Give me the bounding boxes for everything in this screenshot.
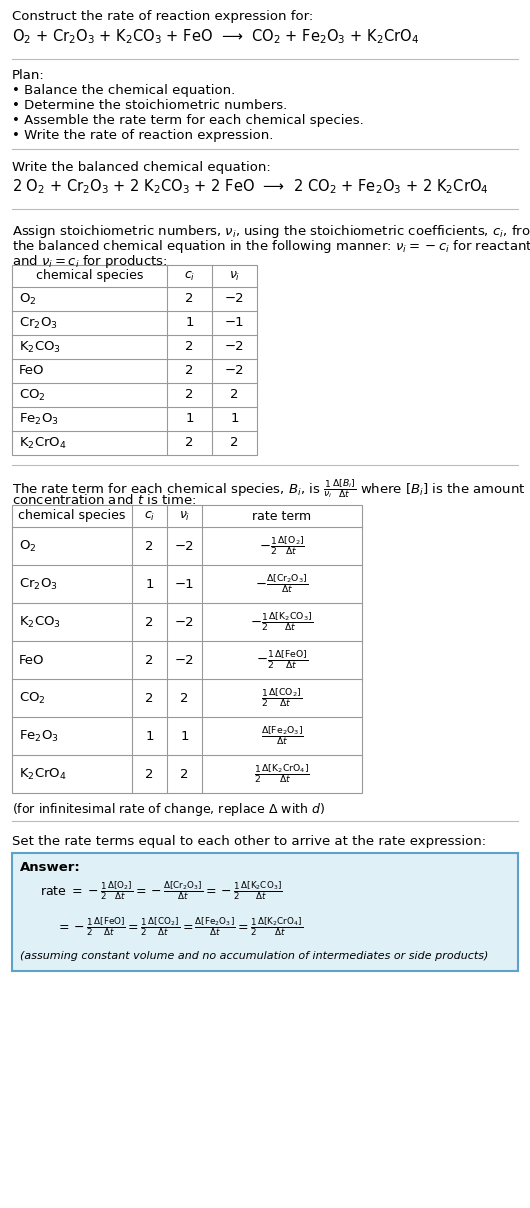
Text: −2: −2 xyxy=(225,365,244,377)
Text: $\frac{\Delta[\mathrm{Fe_2O_3}]}{\Delta t}$: $\frac{\Delta[\mathrm{Fe_2O_3}]}{\Delta … xyxy=(261,725,303,748)
Text: $-\frac{1}{2}\frac{\Delta[\mathrm{FeO}]}{\Delta t}$: $-\frac{1}{2}\frac{\Delta[\mathrm{FeO}]}… xyxy=(255,649,308,672)
Text: concentration and $t$ is time:: concentration and $t$ is time: xyxy=(12,493,196,507)
Text: 2: 2 xyxy=(186,292,194,306)
Text: O$_2$: O$_2$ xyxy=(19,291,37,307)
Text: −2: −2 xyxy=(225,341,244,354)
Text: $-\frac{\Delta[\mathrm{Cr_2O_3}]}{\Delta t}$: $-\frac{\Delta[\mathrm{Cr_2O_3}]}{\Delta… xyxy=(255,573,308,596)
Text: 2: 2 xyxy=(186,341,194,354)
Text: $c_i$: $c_i$ xyxy=(144,510,155,523)
Text: −2: −2 xyxy=(175,616,195,628)
Text: CO$_2$: CO$_2$ xyxy=(19,691,46,705)
Text: O$_2$: O$_2$ xyxy=(19,539,37,553)
Text: Plan:: Plan: xyxy=(12,69,45,82)
Text: 2: 2 xyxy=(180,691,189,704)
Text: 2: 2 xyxy=(145,616,154,628)
Text: The rate term for each chemical species, $B_i$, is $\frac{1}{\nu_i}\frac{\Delta[: The rate term for each chemical species,… xyxy=(12,477,525,500)
Text: 2: 2 xyxy=(186,436,194,449)
Text: chemical species: chemical species xyxy=(19,510,126,523)
Text: 2 O$_2$ + Cr$_2$O$_3$ + 2 K$_2$CO$_3$ + 2 FeO  ⟶  2 CO$_2$ + Fe$_2$O$_3$ + 2 K$_: 2 O$_2$ + Cr$_2$O$_3$ + 2 K$_2$CO$_3$ + … xyxy=(12,178,489,196)
Text: 2: 2 xyxy=(145,767,154,780)
Text: 2: 2 xyxy=(145,654,154,667)
Text: FeO: FeO xyxy=(19,365,45,377)
Text: (assuming constant volume and no accumulation of intermediates or side products): (assuming constant volume and no accumul… xyxy=(20,951,488,962)
Text: −2: −2 xyxy=(225,292,244,306)
Text: 2: 2 xyxy=(180,767,189,780)
Text: and $\nu_i = c_i$ for products:: and $\nu_i = c_i$ for products: xyxy=(12,252,167,271)
Text: 2: 2 xyxy=(186,365,194,377)
Text: rate $= -\frac{1}{2}\frac{\Delta[\mathrm{O_2}]}{\Delta t} = -\frac{\Delta[\mathr: rate $= -\frac{1}{2}\frac{\Delta[\mathrm… xyxy=(40,879,282,901)
Text: Assign stoichiometric numbers, $\nu_i$, using the stoichiometric coefficients, $: Assign stoichiometric numbers, $\nu_i$, … xyxy=(12,223,530,240)
Text: Cr$_2$O$_3$: Cr$_2$O$_3$ xyxy=(19,576,58,592)
Bar xyxy=(12,265,257,455)
Text: $= -\frac{1}{2}\frac{\Delta[\mathrm{FeO}]}{\Delta t} = \frac{1}{2}\frac{\Delta[\: $= -\frac{1}{2}\frac{\Delta[\mathrm{FeO}… xyxy=(56,914,303,937)
Text: Answer:: Answer: xyxy=(20,861,81,875)
Text: Cr$_2$O$_3$: Cr$_2$O$_3$ xyxy=(19,315,58,331)
Text: 1: 1 xyxy=(186,316,194,330)
Text: $\frac{1}{2}\frac{\Delta[\mathrm{CO_2}]}{\Delta t}$: $\frac{1}{2}\frac{\Delta[\mathrm{CO_2}]}… xyxy=(261,686,303,709)
Text: K$_2$CO$_3$: K$_2$CO$_3$ xyxy=(19,339,61,355)
Text: 2: 2 xyxy=(145,540,154,552)
Text: 2: 2 xyxy=(186,389,194,401)
Text: −2: −2 xyxy=(175,540,195,552)
Text: $-\frac{1}{2}\frac{\Delta[\mathrm{K_2CO_3}]}{\Delta t}$: $-\frac{1}{2}\frac{\Delta[\mathrm{K_2CO_… xyxy=(251,610,314,633)
Text: chemical species: chemical species xyxy=(36,269,143,283)
Text: −1: −1 xyxy=(175,577,195,591)
Text: Fe$_2$O$_3$: Fe$_2$O$_3$ xyxy=(19,412,59,426)
Text: the balanced chemical equation in the following manner: $\nu_i = -c_i$ for react: the balanced chemical equation in the fo… xyxy=(12,238,530,255)
Text: 1: 1 xyxy=(145,577,154,591)
Text: −2: −2 xyxy=(175,654,195,667)
Text: Fe$_2$O$_3$: Fe$_2$O$_3$ xyxy=(19,728,59,744)
Text: 1: 1 xyxy=(145,730,154,743)
Text: 2: 2 xyxy=(230,436,239,449)
Text: Write the balanced chemical equation:: Write the balanced chemical equation: xyxy=(12,161,271,174)
Text: • Write the rate of reaction expression.: • Write the rate of reaction expression. xyxy=(12,129,273,143)
Text: $-\frac{1}{2}\frac{\Delta[\mathrm{O_2}]}{\Delta t}$: $-\frac{1}{2}\frac{\Delta[\mathrm{O_2}]}… xyxy=(259,535,305,557)
Text: • Balance the chemical equation.: • Balance the chemical equation. xyxy=(12,85,235,97)
Text: 2: 2 xyxy=(230,389,239,401)
Text: • Determine the stoichiometric numbers.: • Determine the stoichiometric numbers. xyxy=(12,99,287,112)
Bar xyxy=(12,505,362,792)
Text: 1: 1 xyxy=(186,412,194,425)
Text: $\frac{1}{2}\frac{\Delta[\mathrm{K_2CrO_4}]}{\Delta t}$: $\frac{1}{2}\frac{\Delta[\mathrm{K_2CrO_… xyxy=(254,762,310,785)
Text: CO$_2$: CO$_2$ xyxy=(19,388,46,402)
Text: $c_i$: $c_i$ xyxy=(184,269,195,283)
Text: FeO: FeO xyxy=(19,654,45,667)
Text: $\nu_i$: $\nu_i$ xyxy=(179,510,190,523)
Text: −1: −1 xyxy=(225,316,244,330)
Text: • Assemble the rate term for each chemical species.: • Assemble the rate term for each chemic… xyxy=(12,114,364,127)
Text: K$_2$CrO$_4$: K$_2$CrO$_4$ xyxy=(19,766,67,782)
Text: 1: 1 xyxy=(180,730,189,743)
Text: Set the rate terms equal to each other to arrive at the rate expression:: Set the rate terms equal to each other t… xyxy=(12,835,486,848)
Text: Construct the rate of reaction expression for:: Construct the rate of reaction expressio… xyxy=(12,10,313,23)
Text: O$_2$ + Cr$_2$O$_3$ + K$_2$CO$_3$ + FeO  ⟶  CO$_2$ + Fe$_2$O$_3$ + K$_2$CrO$_4$: O$_2$ + Cr$_2$O$_3$ + K$_2$CO$_3$ + FeO … xyxy=(12,27,419,46)
Text: K$_2$CO$_3$: K$_2$CO$_3$ xyxy=(19,615,61,629)
Text: $\nu_i$: $\nu_i$ xyxy=(229,269,240,283)
Text: 2: 2 xyxy=(145,691,154,704)
Text: 1: 1 xyxy=(230,412,239,425)
Text: K$_2$CrO$_4$: K$_2$CrO$_4$ xyxy=(19,435,67,451)
Text: (for infinitesimal rate of change, replace Δ with $d$): (for infinitesimal rate of change, repla… xyxy=(12,801,325,818)
Bar xyxy=(12,853,518,971)
Text: rate term: rate term xyxy=(252,510,312,523)
